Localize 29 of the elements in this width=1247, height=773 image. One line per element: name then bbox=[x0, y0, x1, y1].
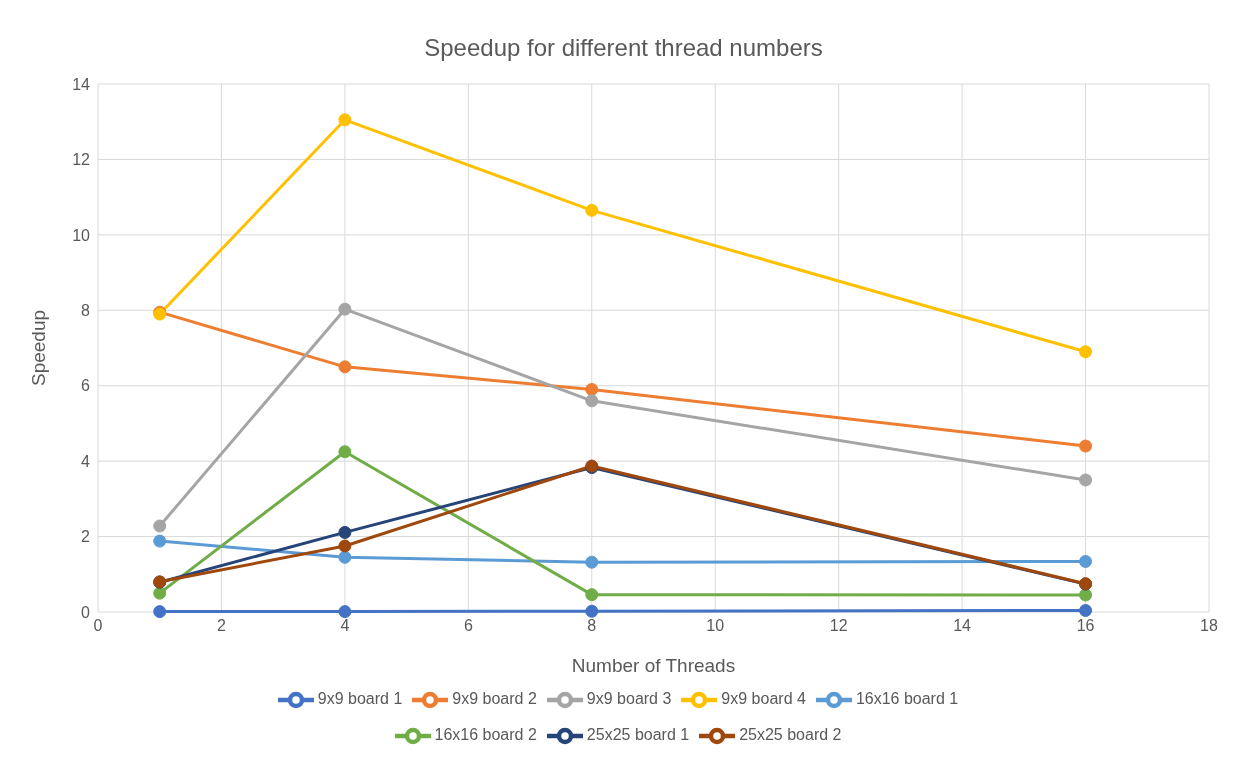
x-axis-title: Number of Threads bbox=[571, 655, 736, 676]
x-tick-label: 12 bbox=[829, 617, 848, 635]
y-tick-label: 8 bbox=[81, 301, 91, 319]
y-tick-label: 0 bbox=[81, 603, 91, 621]
x-tick-label: 2 bbox=[216, 617, 226, 635]
x-tick-label: 16 bbox=[1076, 617, 1095, 635]
x-tick-label: 8 bbox=[587, 617, 597, 635]
legend-label: 9x9 board 1 bbox=[317, 690, 403, 708]
legend-label: 16x16 board 1 bbox=[855, 690, 959, 708]
legend-label: 9x9 board 3 bbox=[586, 690, 672, 708]
x-tick-label: 0 bbox=[93, 617, 103, 635]
legend-label: 25x25 board 2 bbox=[739, 726, 842, 744]
y-tick-label: 12 bbox=[72, 151, 91, 169]
chart-title: Speedup for different thread numbers bbox=[423, 33, 824, 63]
legend-label: 9x9 board 2 bbox=[452, 690, 537, 708]
x-tick-label: 10 bbox=[706, 617, 725, 635]
y-axis-title: Speedup bbox=[27, 309, 49, 387]
y-tick-label: 4 bbox=[81, 452, 91, 470]
legend-label: 25x25 board 1 bbox=[586, 726, 690, 744]
x-tick-label: 4 bbox=[340, 617, 350, 635]
x-tick-label: 14 bbox=[953, 617, 972, 635]
y-tick-label: 14 bbox=[72, 75, 91, 93]
y-tick-label: 10 bbox=[72, 226, 91, 244]
x-tick-label: 6 bbox=[463, 617, 473, 635]
x-tick-label: 18 bbox=[1200, 617, 1218, 635]
legend-label: 16x16 board 2 bbox=[434, 726, 537, 744]
y-tick-label: 6 bbox=[81, 377, 91, 395]
y-tick-label: 2 bbox=[81, 528, 91, 546]
legend-label: 9x9 board 4 bbox=[721, 690, 806, 708]
